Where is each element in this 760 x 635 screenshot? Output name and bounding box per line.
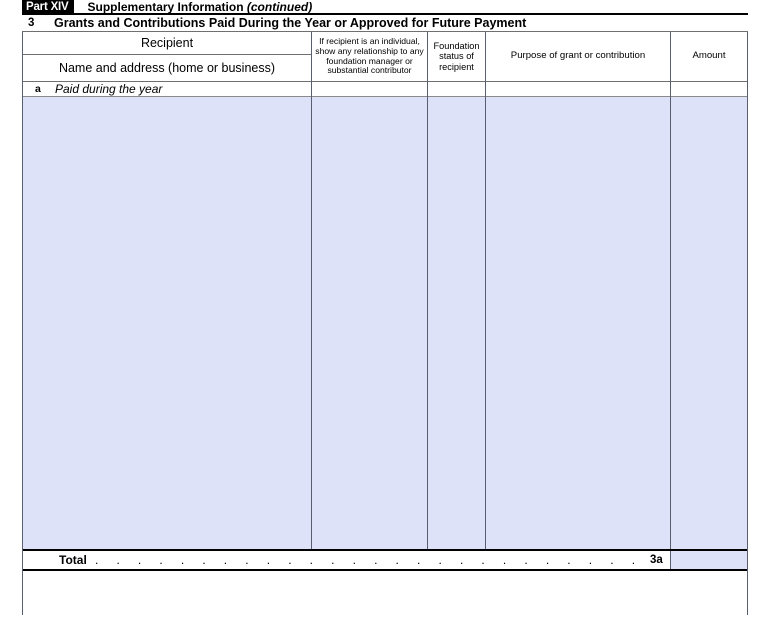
column-rule-1 xyxy=(311,32,312,549)
total-label-zone: Total . . . . . . . . . . . . . . . . . … xyxy=(23,551,670,569)
total-amount-field[interactable] xyxy=(671,551,747,569)
rule-below-row-a-header xyxy=(23,96,747,97)
entry-field-relationship[interactable] xyxy=(312,97,427,549)
line-3-number: 3 xyxy=(28,17,35,29)
line-3-row: 3 Grants and Contributions Paid During t… xyxy=(22,15,748,31)
rule-above-total xyxy=(23,549,747,551)
column-rule-2 xyxy=(427,32,428,549)
column-rule-4 xyxy=(670,32,671,571)
column-header-relationship: If recipient is an individual, show any … xyxy=(315,36,424,76)
column-rule-3 xyxy=(485,32,486,549)
rule-below-line-3 xyxy=(22,31,748,32)
row-a-letter: a xyxy=(35,83,41,95)
rule-below-column-headers xyxy=(23,81,747,82)
part-title: Supplementary Information (continued) xyxy=(74,0,313,14)
part-header: Part XIV Supplementary Information (cont… xyxy=(22,0,748,14)
total-line-reference: 3a xyxy=(650,554,663,566)
part-title-continued: (continued) xyxy=(246,0,313,14)
rule-recipient-split xyxy=(23,54,311,55)
table-header-row: Recipient Name and address (home or busi… xyxy=(23,32,747,81)
part-title-text: Supplementary Information xyxy=(87,0,244,14)
column-header-recipient: Recipient xyxy=(140,35,194,50)
total-dot-leader: . . . . . . . . . . . . . . . . . . . . … xyxy=(95,553,647,567)
entry-field-foundation-status[interactable] xyxy=(428,97,485,549)
grants-table: Recipient Name and address (home or busi… xyxy=(22,32,748,615)
total-row: Total . . . . . . . . . . . . . . . . . … xyxy=(23,551,747,569)
rule-below-total xyxy=(23,569,747,571)
column-header-purpose: Purpose of grant or contribution xyxy=(510,50,646,62)
column-header-amount: Amount xyxy=(692,50,726,62)
entry-field-amount[interactable] xyxy=(671,97,747,549)
column-header-foundation-status: Foundation status of recipient xyxy=(433,41,480,72)
row-a-label: Paid during the year xyxy=(55,82,163,96)
rule-below-part-header xyxy=(22,13,748,15)
total-label: Total xyxy=(59,553,87,567)
column-header-recipient-name-address: Name and address (home or business) xyxy=(58,61,276,75)
part-number-tag: Part XIV xyxy=(22,0,74,14)
entry-field-recipient[interactable] xyxy=(23,97,311,549)
entry-field-purpose[interactable] xyxy=(486,97,670,549)
entry-area xyxy=(23,97,747,549)
row-a-header: a Paid during the year xyxy=(23,82,311,96)
line-3-text: Grants and Contributions Paid During the… xyxy=(54,16,527,30)
